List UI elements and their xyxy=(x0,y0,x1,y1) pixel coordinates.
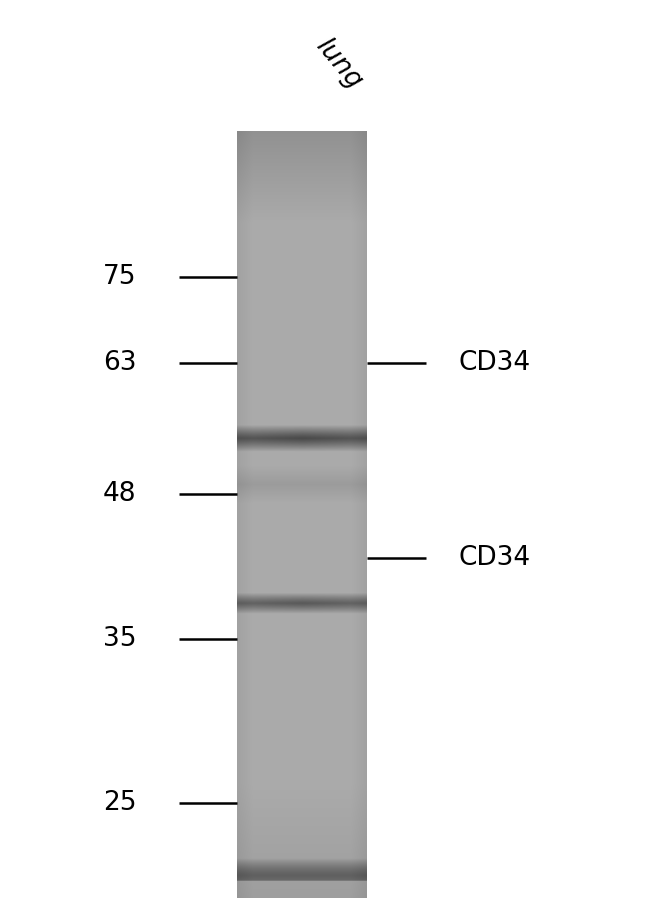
Text: lung: lung xyxy=(310,34,367,94)
Text: 35: 35 xyxy=(103,627,136,652)
Text: 25: 25 xyxy=(103,790,136,815)
Text: 63: 63 xyxy=(103,350,136,375)
Text: CD34: CD34 xyxy=(458,350,530,375)
Text: 48: 48 xyxy=(103,482,136,507)
Text: CD34: CD34 xyxy=(458,545,530,571)
Text: 75: 75 xyxy=(103,264,136,289)
